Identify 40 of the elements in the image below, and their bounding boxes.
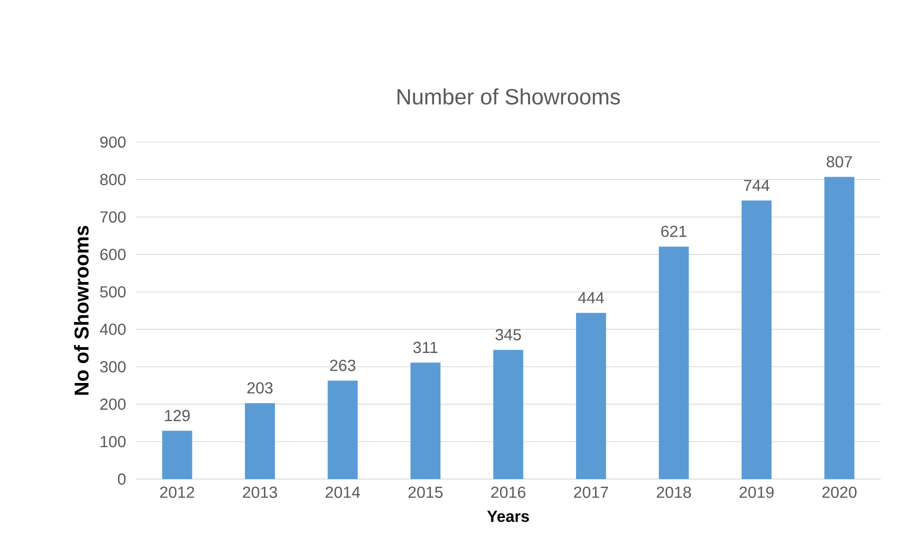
y-tick-label: 400 bbox=[100, 324, 126, 335]
data-label: 444 bbox=[578, 292, 604, 304]
x-tick-label: 2014 bbox=[326, 486, 360, 498]
x-tick-label: 2015 bbox=[408, 486, 443, 498]
x-tick-label: 2013 bbox=[242, 486, 278, 498]
bar bbox=[410, 362, 440, 480]
y-tick-label: 900 bbox=[100, 136, 126, 148]
x-axis-title: Years bbox=[487, 510, 529, 522]
x-tick-label: 2018 bbox=[656, 486, 691, 498]
y-tick-label: 600 bbox=[100, 248, 126, 260]
data-label: 129 bbox=[165, 410, 190, 422]
bar bbox=[162, 430, 192, 480]
y-tick-label: 0 bbox=[118, 473, 126, 485]
x-tick-label: 2020 bbox=[822, 486, 857, 498]
data-label: 263 bbox=[330, 360, 356, 372]
y-axis-title: No of Showrooms bbox=[74, 226, 89, 395]
x-tick-label: 2019 bbox=[740, 486, 774, 498]
chart-title: Number of Showrooms bbox=[398, 88, 620, 105]
data-label: 621 bbox=[661, 226, 686, 238]
data-label: 807 bbox=[826, 156, 852, 168]
y-tick-label: 100 bbox=[100, 436, 126, 448]
y-tick-label: 700 bbox=[100, 211, 126, 223]
data-label: 203 bbox=[247, 382, 273, 394]
bar bbox=[328, 380, 358, 480]
data-label: 744 bbox=[744, 180, 770, 191]
x-tick-label: 2016 bbox=[491, 486, 526, 498]
bar bbox=[824, 176, 854, 480]
y-tick-label: 200 bbox=[100, 398, 126, 410]
bar bbox=[576, 312, 606, 480]
y-tick-label: 500 bbox=[100, 286, 126, 298]
bar bbox=[493, 350, 524, 480]
x-tick-label: 2012 bbox=[160, 486, 194, 498]
bar bbox=[244, 403, 275, 480]
y-tick-label: 800 bbox=[100, 174, 126, 186]
data-label: 311 bbox=[413, 342, 438, 354]
y-tick-label: 300 bbox=[100, 361, 126, 372]
x-tick-label: 2017 bbox=[574, 486, 608, 498]
bar bbox=[742, 200, 772, 480]
data-label: 345 bbox=[496, 329, 521, 340]
bar bbox=[658, 246, 689, 480]
